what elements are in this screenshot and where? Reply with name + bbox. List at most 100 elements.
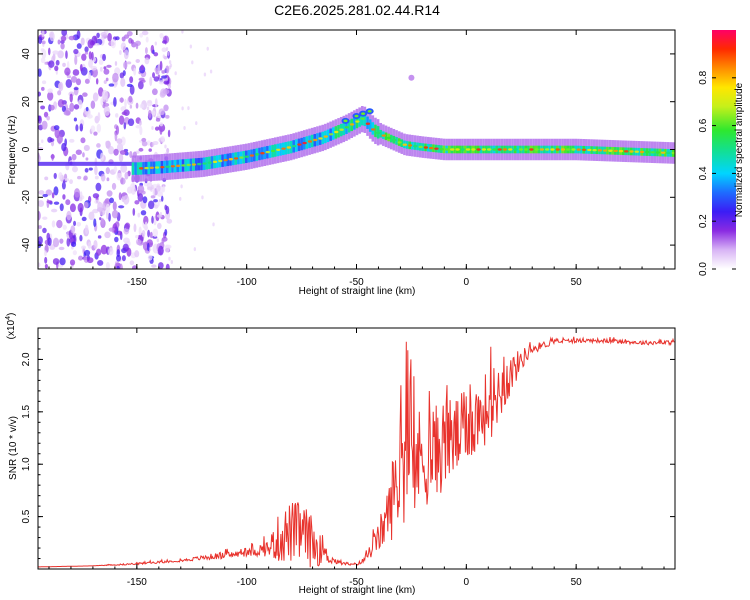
noise-blob [96,248,102,256]
noise-blob [146,140,151,146]
noise-blob [38,200,45,207]
noise-blob [61,105,67,113]
ridge-core [523,148,529,151]
ridge-core [365,122,371,125]
noise-blob [82,152,85,158]
ridge-band [484,145,488,154]
noise-blob [74,55,78,66]
noise-blob [94,43,100,47]
noise-blob [135,43,139,50]
noise-blob [159,32,164,39]
ridge-core [434,147,439,150]
ridge-core [455,148,460,151]
ridge-core [349,123,355,126]
ridge-band [611,146,614,155]
noise-blob [137,212,141,218]
snr-multiplier: (x104) [5,313,17,340]
ridge-band [463,145,467,154]
noise-blob [108,212,111,222]
ridge-core [181,164,186,167]
noise-blob [88,211,95,221]
ridge-band [632,147,636,156]
noise-blob [162,54,166,59]
noise-blob [75,78,82,86]
noise-blob [124,98,127,109]
ridge-band [205,157,209,170]
ridge-band [179,159,182,172]
ridge-core [197,162,202,166]
x-tick-label: 0 [464,277,470,288]
noise-blob [123,61,128,69]
noise-blob [139,119,142,126]
ridge-core [244,155,249,158]
ridge-band [643,148,646,156]
ridge-band [147,161,151,175]
ridge-core [175,164,181,168]
noise-blob [74,188,81,198]
noise-blob [139,32,144,38]
snr-background [38,328,675,569]
noise-blob [147,200,155,210]
ridge-core [265,150,270,154]
noise-blob [53,172,57,179]
noise-blob [47,88,53,94]
noise-blob [98,59,104,65]
noise-blob [119,150,127,155]
noise-blob [90,65,98,71]
noise-blob [163,80,170,85]
noise-blob [49,31,55,42]
noise-blob [167,129,171,138]
ridge-core [608,149,613,152]
ridge-core [170,165,176,168]
ridge-core [655,151,661,154]
noise-blob [147,254,153,261]
noise-blob [148,148,152,152]
noise-blob [116,254,122,262]
ridge-core [360,117,365,120]
noise-blob [123,122,127,130]
noise-blob [140,79,146,83]
noise-blob [53,186,59,196]
noise-blob [76,30,81,39]
noise-blob [154,98,158,108]
noise-blob [152,72,156,79]
noise-blob [76,43,82,49]
noise-blob [163,104,169,112]
ridge-core [302,141,307,145]
ridge-core [439,148,444,151]
ridge-core [613,149,618,153]
ridge-core [323,135,328,138]
y-tick-label: -40 [21,237,32,252]
noise-blob [128,95,133,103]
noise-blob [79,191,83,199]
ridge-band [664,148,667,157]
snr-multiplier-base: (x10 [6,319,17,339]
ridge-core [639,150,645,154]
noise-blob [114,61,118,66]
ridge-core [160,165,165,169]
ridge-core [423,146,429,149]
noise-blob [112,201,117,211]
ridge-core [555,148,560,151]
ridge-band [247,150,251,163]
ridge-core [592,148,597,152]
ridge-core [212,160,218,164]
noise-blob [162,185,166,193]
noise-blob [103,103,110,107]
colorbar-tick-label: 0.0 [698,262,709,276]
ridge-core [149,166,154,170]
ridge-band [263,146,267,160]
noise-blob [51,208,58,213]
snr-panel: -150 -100 -50 0 50 0.5 1.0 1.5 2.0 Height of str… [5,313,676,596]
ridge-core [297,143,302,146]
ridge-band [548,145,551,154]
ridge-band [194,158,198,171]
colorbar-axes: 0.0 0.2 0.4 0.6 0.8 [698,70,736,276]
noise-blob [106,190,113,197]
noise-blob [76,222,82,227]
ridge-core [629,150,634,153]
noise-blob [116,172,123,181]
noise-blob [83,144,90,152]
noise-blob [113,97,117,107]
